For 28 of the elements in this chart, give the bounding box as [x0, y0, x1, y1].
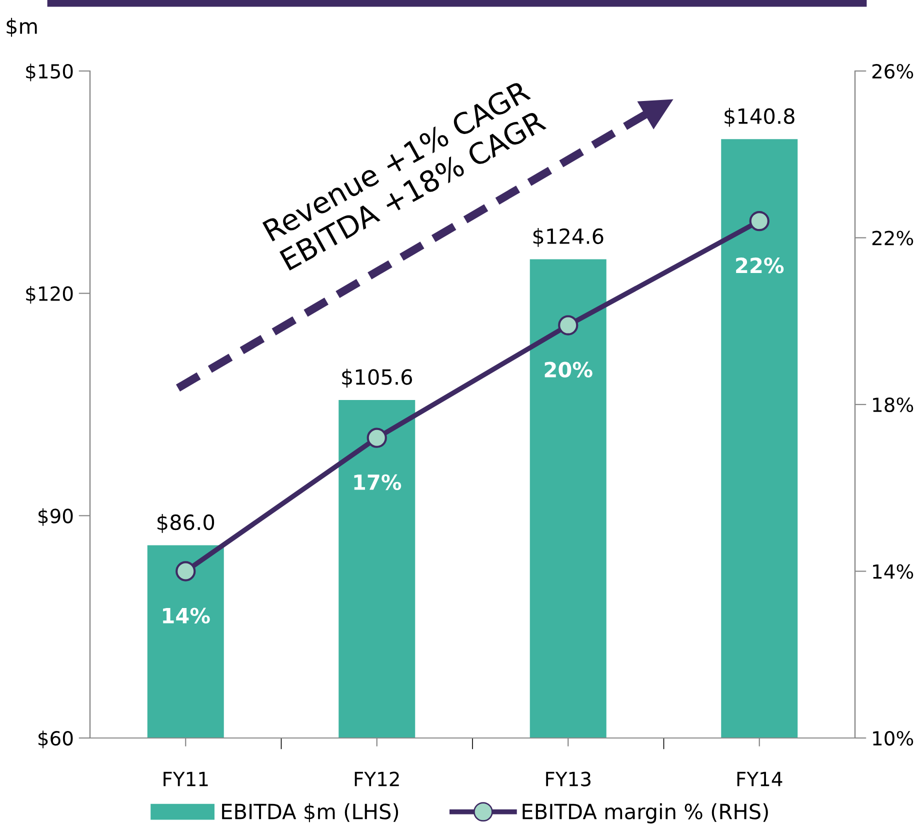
- y-tick-label: $90: [38, 508, 73, 526]
- x-tick-label: FY14: [737, 772, 782, 786]
- y-axis-title: $m: [6, 18, 37, 37]
- y-tick-label: $120: [26, 286, 73, 304]
- x-tick-label: FY13: [546, 772, 590, 786]
- data-label: 20%: [544, 362, 592, 378]
- data-label: $140.8: [724, 108, 794, 127]
- point: [558, 315, 578, 336]
- x-tick-label: FY12: [354, 772, 399, 786]
- y-tick-label: $60: [38, 730, 73, 748]
- data-label: 17%: [354, 474, 402, 490]
- y-tick-label: $150: [26, 64, 73, 82]
- point: [176, 561, 196, 582]
- y2-tick-label: 10%: [873, 730, 914, 746]
- data-label: $105.6: [342, 368, 412, 388]
- data-label: 22%: [736, 258, 784, 274]
- data-label: $86.0: [158, 514, 214, 533]
- data-label: $124.6: [533, 228, 604, 247]
- legend-label: EBITDA $m (LHS): [222, 803, 398, 822]
- y2-tick-label: 22%: [872, 230, 914, 246]
- y2-tick-label: 18%: [873, 397, 914, 412]
- x-tick-label: FY11: [164, 772, 208, 786]
- data-label: 14%: [163, 608, 210, 624]
- point: [749, 211, 770, 232]
- y2-tick-label: 26%: [872, 64, 914, 79]
- point: [366, 428, 387, 448]
- legend-label: EBITDA margin % (RHS): [522, 803, 768, 824]
- y2-tick-label: 14%: [873, 564, 914, 579]
